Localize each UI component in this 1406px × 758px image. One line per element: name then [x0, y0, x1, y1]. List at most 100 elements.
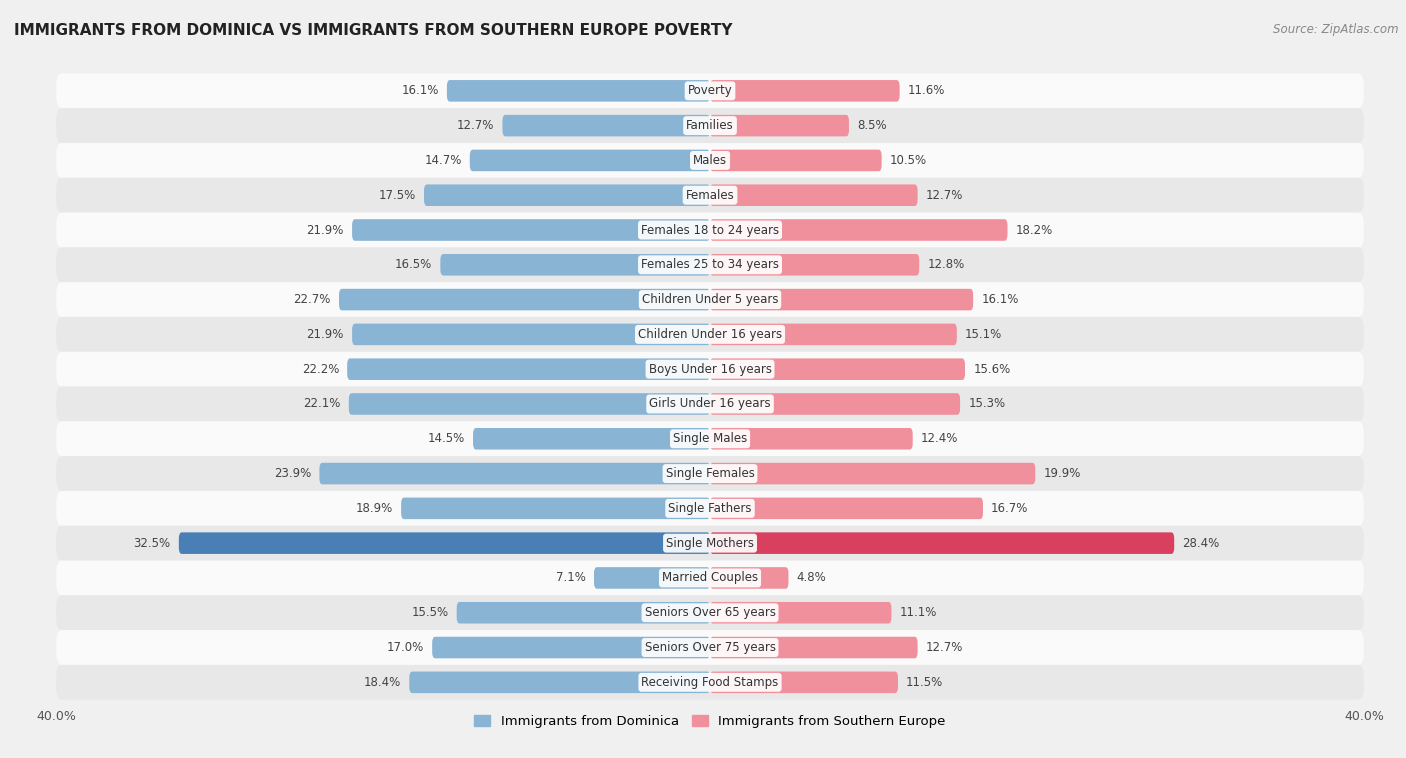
Text: 15.6%: 15.6%: [973, 362, 1011, 376]
Text: 22.7%: 22.7%: [294, 293, 330, 306]
Text: Receiving Food Stamps: Receiving Food Stamps: [641, 676, 779, 689]
FancyBboxPatch shape: [179, 532, 710, 554]
FancyBboxPatch shape: [56, 630, 1364, 665]
FancyBboxPatch shape: [56, 212, 1364, 247]
FancyBboxPatch shape: [447, 80, 710, 102]
FancyBboxPatch shape: [710, 80, 900, 102]
FancyBboxPatch shape: [425, 184, 710, 206]
FancyBboxPatch shape: [432, 637, 710, 658]
Text: 14.7%: 14.7%: [425, 154, 461, 167]
FancyBboxPatch shape: [710, 219, 1008, 241]
FancyBboxPatch shape: [401, 497, 710, 519]
FancyBboxPatch shape: [56, 456, 1364, 491]
Text: Seniors Over 65 years: Seniors Over 65 years: [644, 606, 776, 619]
Text: 8.5%: 8.5%: [858, 119, 887, 132]
Text: Females 18 to 24 years: Females 18 to 24 years: [641, 224, 779, 236]
FancyBboxPatch shape: [593, 567, 710, 589]
Text: 12.7%: 12.7%: [457, 119, 495, 132]
Text: 21.9%: 21.9%: [307, 328, 344, 341]
Text: 17.0%: 17.0%: [387, 641, 425, 654]
FancyBboxPatch shape: [56, 665, 1364, 700]
FancyBboxPatch shape: [409, 672, 710, 693]
FancyBboxPatch shape: [56, 247, 1364, 282]
Text: Single Females: Single Females: [665, 467, 755, 480]
Text: 17.5%: 17.5%: [378, 189, 416, 202]
Text: 7.1%: 7.1%: [555, 572, 586, 584]
FancyBboxPatch shape: [319, 463, 710, 484]
Text: 11.1%: 11.1%: [900, 606, 936, 619]
Text: 15.3%: 15.3%: [969, 397, 1005, 411]
Text: Seniors Over 75 years: Seniors Over 75 years: [644, 641, 776, 654]
Text: 16.1%: 16.1%: [401, 84, 439, 97]
Text: 21.9%: 21.9%: [307, 224, 344, 236]
FancyBboxPatch shape: [349, 393, 710, 415]
FancyBboxPatch shape: [56, 352, 1364, 387]
FancyBboxPatch shape: [710, 254, 920, 276]
Text: 12.7%: 12.7%: [925, 189, 963, 202]
Text: Females: Females: [686, 189, 734, 202]
FancyBboxPatch shape: [710, 637, 918, 658]
Text: Children Under 5 years: Children Under 5 years: [641, 293, 779, 306]
FancyBboxPatch shape: [710, 497, 983, 519]
FancyBboxPatch shape: [352, 324, 710, 345]
FancyBboxPatch shape: [710, 672, 898, 693]
Text: Married Couples: Married Couples: [662, 572, 758, 584]
Text: Girls Under 16 years: Girls Under 16 years: [650, 397, 770, 411]
FancyBboxPatch shape: [56, 526, 1364, 561]
Text: 10.5%: 10.5%: [890, 154, 927, 167]
Text: Families: Families: [686, 119, 734, 132]
Text: 12.4%: 12.4%: [921, 432, 959, 445]
Text: 19.9%: 19.9%: [1043, 467, 1081, 480]
Text: Males: Males: [693, 154, 727, 167]
FancyBboxPatch shape: [56, 595, 1364, 630]
Text: Females 25 to 34 years: Females 25 to 34 years: [641, 258, 779, 271]
Text: 4.8%: 4.8%: [797, 572, 827, 584]
FancyBboxPatch shape: [56, 282, 1364, 317]
FancyBboxPatch shape: [710, 567, 789, 589]
FancyBboxPatch shape: [502, 115, 710, 136]
Text: 14.5%: 14.5%: [427, 432, 465, 445]
FancyBboxPatch shape: [440, 254, 710, 276]
FancyBboxPatch shape: [457, 602, 710, 624]
Text: 15.5%: 15.5%: [412, 606, 449, 619]
FancyBboxPatch shape: [710, 115, 849, 136]
Text: Poverty: Poverty: [688, 84, 733, 97]
FancyBboxPatch shape: [710, 149, 882, 171]
Text: 12.7%: 12.7%: [925, 641, 963, 654]
Text: 16.5%: 16.5%: [395, 258, 432, 271]
FancyBboxPatch shape: [710, 463, 1035, 484]
Text: 28.4%: 28.4%: [1182, 537, 1219, 550]
FancyBboxPatch shape: [339, 289, 710, 310]
Text: 23.9%: 23.9%: [274, 467, 311, 480]
FancyBboxPatch shape: [710, 428, 912, 449]
FancyBboxPatch shape: [56, 108, 1364, 143]
FancyBboxPatch shape: [56, 387, 1364, 421]
FancyBboxPatch shape: [352, 219, 710, 241]
FancyBboxPatch shape: [56, 491, 1364, 526]
FancyBboxPatch shape: [56, 143, 1364, 178]
Text: 22.2%: 22.2%: [302, 362, 339, 376]
Text: 11.5%: 11.5%: [905, 676, 943, 689]
Text: Children Under 16 years: Children Under 16 years: [638, 328, 782, 341]
Text: IMMIGRANTS FROM DOMINICA VS IMMIGRANTS FROM SOUTHERN EUROPE POVERTY: IMMIGRANTS FROM DOMINICA VS IMMIGRANTS F…: [14, 23, 733, 38]
FancyBboxPatch shape: [56, 178, 1364, 212]
Text: 12.8%: 12.8%: [928, 258, 965, 271]
Text: 18.4%: 18.4%: [364, 676, 401, 689]
FancyBboxPatch shape: [56, 317, 1364, 352]
Text: 16.7%: 16.7%: [991, 502, 1029, 515]
FancyBboxPatch shape: [472, 428, 710, 449]
FancyBboxPatch shape: [710, 393, 960, 415]
Text: 32.5%: 32.5%: [134, 537, 170, 550]
Text: Single Mothers: Single Mothers: [666, 537, 754, 550]
Text: Boys Under 16 years: Boys Under 16 years: [648, 362, 772, 376]
Text: 22.1%: 22.1%: [304, 397, 340, 411]
FancyBboxPatch shape: [710, 532, 1174, 554]
Text: Single Males: Single Males: [673, 432, 747, 445]
FancyBboxPatch shape: [710, 602, 891, 624]
Text: 18.2%: 18.2%: [1015, 224, 1053, 236]
Text: 16.1%: 16.1%: [981, 293, 1019, 306]
Text: 15.1%: 15.1%: [965, 328, 1002, 341]
Text: Single Fathers: Single Fathers: [668, 502, 752, 515]
Text: 11.6%: 11.6%: [908, 84, 945, 97]
Legend: Immigrants from Dominica, Immigrants from Southern Europe: Immigrants from Dominica, Immigrants fro…: [470, 709, 950, 733]
